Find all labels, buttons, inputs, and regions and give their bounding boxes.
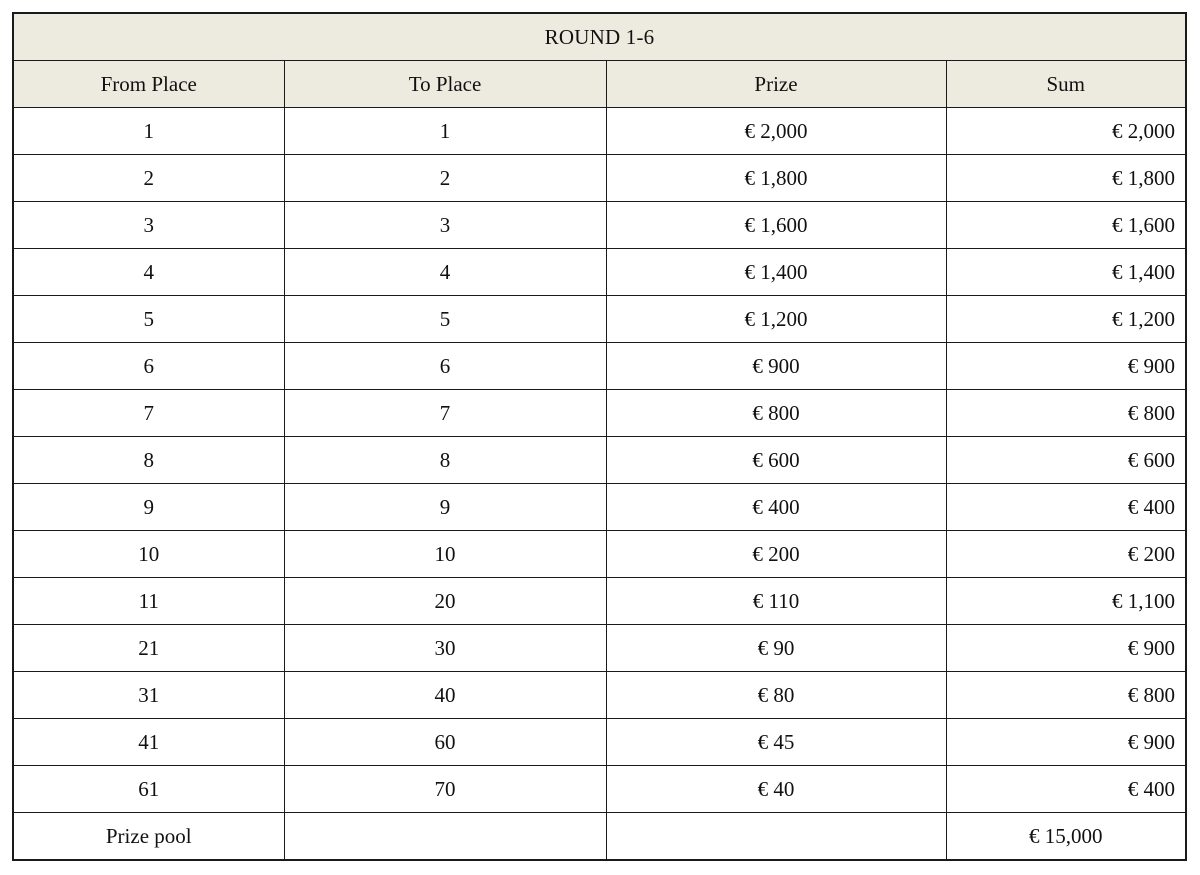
- cell-from-place: 6: [12, 342, 285, 390]
- table-title: ROUND 1-6: [12, 12, 1187, 61]
- cell-to-place: 5: [283, 295, 607, 343]
- table-body: 1 1 € 2,000 € 2,000 2 2 € 1,800 € 1,800 …: [12, 107, 1187, 813]
- table-row: 31 40 € 80 € 800: [12, 671, 1187, 719]
- cell-sum: € 1,200: [945, 295, 1187, 343]
- cell-from-place: 2: [12, 154, 285, 202]
- prize-pool-blank-prize: [605, 812, 947, 861]
- cell-sum: € 400: [945, 765, 1187, 813]
- cell-prize: € 1,800: [605, 154, 947, 202]
- table-row: 41 60 € 45 € 900: [12, 718, 1187, 766]
- cell-to-place: 30: [283, 624, 607, 672]
- cell-sum: € 400: [945, 483, 1187, 531]
- cell-from-place: 11: [12, 577, 285, 625]
- cell-prize: € 1,400: [605, 248, 947, 296]
- cell-sum: € 900: [945, 342, 1187, 390]
- cell-from-place: 3: [12, 201, 285, 249]
- table-row: 5 5 € 1,200 € 1,200: [12, 295, 1187, 343]
- cell-from-place: 21: [12, 624, 285, 672]
- cell-to-place: 70: [283, 765, 607, 813]
- cell-to-place: 8: [283, 436, 607, 484]
- cell-prize: € 45: [605, 718, 947, 766]
- column-header-from-place: From Place: [12, 60, 285, 108]
- table-row: 4 4 € 1,400 € 1,400: [12, 248, 1187, 296]
- table-row: 61 70 € 40 € 400: [12, 765, 1187, 813]
- prize-pool-row: Prize pool € 15,000: [12, 812, 1187, 861]
- cell-prize: € 400: [605, 483, 947, 531]
- cell-from-place: 31: [12, 671, 285, 719]
- table-row: 2 2 € 1,800 € 1,800: [12, 154, 1187, 202]
- cell-sum: € 900: [945, 718, 1187, 766]
- cell-prize: € 80: [605, 671, 947, 719]
- title-row: ROUND 1-6: [12, 12, 1187, 61]
- cell-to-place: 3: [283, 201, 607, 249]
- cell-sum: € 800: [945, 671, 1187, 719]
- cell-from-place: 10: [12, 530, 285, 578]
- table-row: 3 3 € 1,600 € 1,600: [12, 201, 1187, 249]
- table-row: 10 10 € 200 € 200: [12, 530, 1187, 578]
- cell-to-place: 4: [283, 248, 607, 296]
- cell-from-place: 61: [12, 765, 285, 813]
- cell-prize: € 110: [605, 577, 947, 625]
- cell-sum: € 2,000: [945, 107, 1187, 155]
- cell-to-place: 7: [283, 389, 607, 437]
- cell-prize: € 2,000: [605, 107, 947, 155]
- cell-from-place: 1: [12, 107, 285, 155]
- column-header-row: From Place To Place Prize Sum: [12, 60, 1187, 108]
- table-row: 7 7 € 800 € 800: [12, 389, 1187, 437]
- cell-to-place: 9: [283, 483, 607, 531]
- cell-prize: € 1,600: [605, 201, 947, 249]
- cell-to-place: 10: [283, 530, 607, 578]
- cell-to-place: 2: [283, 154, 607, 202]
- cell-from-place: 5: [12, 295, 285, 343]
- cell-from-place: 9: [12, 483, 285, 531]
- table-footer: Prize pool € 15,000: [12, 812, 1187, 861]
- column-header-sum: Sum: [945, 60, 1187, 108]
- prize-structure-table: ROUND 1-6 From Place To Place Prize Sum …: [12, 12, 1188, 861]
- prize-pool-total: € 15,000: [945, 812, 1187, 861]
- cell-prize: € 800: [605, 389, 947, 437]
- table-row: 8 8 € 600 € 600: [12, 436, 1187, 484]
- table-row: 9 9 € 400 € 400: [12, 483, 1187, 531]
- cell-sum: € 900: [945, 624, 1187, 672]
- cell-prize: € 900: [605, 342, 947, 390]
- cell-from-place: 7: [12, 389, 285, 437]
- cell-prize: € 1,200: [605, 295, 947, 343]
- cell-prize: € 40: [605, 765, 947, 813]
- cell-to-place: 20: [283, 577, 607, 625]
- cell-to-place: 40: [283, 671, 607, 719]
- table-row: 11 20 € 110 € 1,100: [12, 577, 1187, 625]
- cell-sum: € 1,800: [945, 154, 1187, 202]
- prize-pool-blank-to: [283, 812, 607, 861]
- cell-to-place: 6: [283, 342, 607, 390]
- cell-sum: € 1,400: [945, 248, 1187, 296]
- column-header-to-place: To Place: [283, 60, 607, 108]
- table-header: ROUND 1-6 From Place To Place Prize Sum: [12, 12, 1187, 108]
- table-row: 1 1 € 2,000 € 2,000: [12, 107, 1187, 155]
- table-row: 6 6 € 900 € 900: [12, 342, 1187, 390]
- table-row: 21 30 € 90 € 900: [12, 624, 1187, 672]
- cell-sum: € 800: [945, 389, 1187, 437]
- cell-sum: € 200: [945, 530, 1187, 578]
- column-header-prize: Prize: [605, 60, 947, 108]
- cell-prize: € 200: [605, 530, 947, 578]
- cell-sum: € 600: [945, 436, 1187, 484]
- prize-pool-label: Prize pool: [12, 812, 285, 861]
- cell-from-place: 41: [12, 718, 285, 766]
- cell-prize: € 90: [605, 624, 947, 672]
- cell-sum: € 1,100: [945, 577, 1187, 625]
- cell-from-place: 8: [12, 436, 285, 484]
- cell-prize: € 600: [605, 436, 947, 484]
- cell-from-place: 4: [12, 248, 285, 296]
- cell-to-place: 1: [283, 107, 607, 155]
- cell-sum: € 1,600: [945, 201, 1187, 249]
- cell-to-place: 60: [283, 718, 607, 766]
